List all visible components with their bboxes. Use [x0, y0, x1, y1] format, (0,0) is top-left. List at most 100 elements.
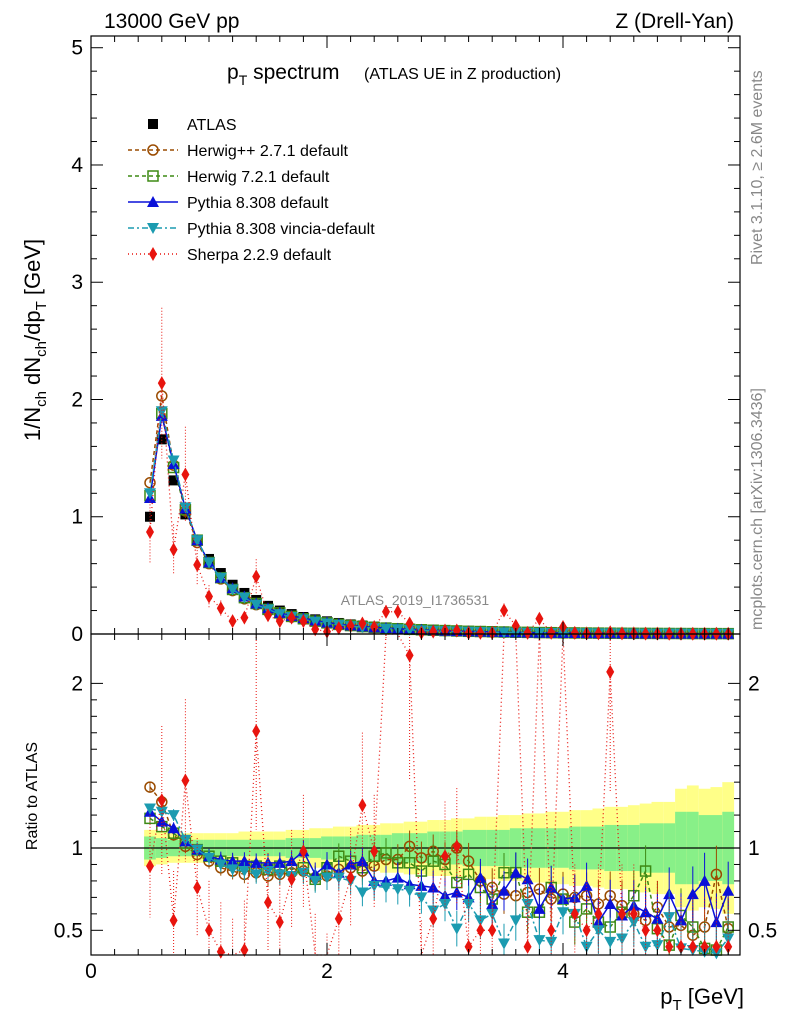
ratio-point [641, 923, 650, 938]
main-point [429, 624, 438, 639]
main-point [264, 608, 272, 623]
main-title-rest: spectrum [247, 61, 339, 84]
ratio-point [226, 864, 239, 876]
main-point [382, 604, 390, 619]
main-point [203, 557, 215, 569]
main-point [287, 610, 296, 625]
ratio-point [167, 822, 180, 834]
main-point [405, 616, 414, 631]
header-left: 13000 GeV pp [104, 10, 239, 33]
ratio-point [391, 884, 404, 896]
ratio-point [427, 905, 440, 917]
main-series-line [149, 383, 729, 635]
ratio-point [273, 856, 286, 868]
ratio-point [509, 915, 522, 927]
ratio-point [250, 869, 263, 881]
ratio-point [653, 923, 662, 938]
legend-label: ATLAS [187, 117, 237, 134]
main-ytick-label: 0 [71, 623, 83, 646]
ratio-point [710, 948, 723, 960]
header-right: Z (Drell-Yan) [615, 10, 734, 33]
main-point [299, 614, 308, 629]
ratio-ytick-label-right: 1 [748, 837, 760, 860]
ratio-point [710, 868, 723, 881]
ratio-ytick-label: 2 [71, 672, 83, 695]
ratio-point [498, 884, 510, 896]
main-point [205, 589, 213, 604]
ratio-point [273, 869, 286, 881]
ratio-point [155, 806, 168, 818]
ratio-point [627, 917, 640, 929]
ratio-point [651, 912, 664, 924]
ratio-frame [90, 633, 741, 956]
ratio-point [677, 939, 685, 954]
main-plot [144, 307, 735, 641]
legend-item: Pythia 8.308 default [128, 195, 329, 212]
ratio-point [724, 939, 733, 954]
ratio-point [629, 906, 638, 921]
main-point [216, 601, 225, 616]
main-point [523, 625, 532, 640]
main-point [393, 604, 402, 619]
legend-label: Herwig++ 2.7.1 default [187, 143, 349, 160]
ratio-point [321, 858, 333, 870]
ratio-point [606, 664, 615, 679]
ratio-point [557, 907, 569, 919]
ratio-point [521, 898, 534, 910]
ratio-point [334, 911, 343, 926]
ratio-series-line [149, 817, 729, 951]
main-point [380, 623, 392, 635]
main-point [144, 476, 156, 489]
legend-item: Pythia 8.308 vincia-default [128, 221, 375, 238]
main-point [252, 569, 261, 584]
ratio-point [712, 939, 721, 954]
ratio-point [155, 815, 168, 827]
ratio-point [321, 872, 333, 884]
ratio-point [250, 856, 263, 868]
ratio-point [427, 881, 440, 893]
ratio-point [252, 724, 261, 739]
main-series-5 [146, 307, 733, 641]
ratio-point [429, 911, 438, 926]
ratio-point [688, 939, 697, 954]
main-point [214, 572, 227, 584]
legend-marker [147, 144, 159, 156]
ratio-point [450, 886, 463, 898]
ratio-point [380, 882, 392, 894]
main-point [250, 599, 263, 611]
main-ytick-label: 3 [71, 271, 83, 294]
x-axis-label: pT [GeV] [660, 984, 744, 1014]
ratio-point [639, 865, 652, 877]
main-point [144, 488, 156, 500]
ratio-point [146, 859, 154, 874]
ratio-point [452, 839, 461, 854]
ratio-series-line [149, 633, 729, 956]
legend-label: Sherpa 2.2.9 default [187, 247, 332, 264]
legend-label: Herwig 7.2.1 default [187, 169, 330, 186]
xtick-label: 2 [321, 960, 333, 983]
ratio-point [722, 884, 735, 896]
main-point [346, 618, 355, 633]
main-point [358, 616, 367, 631]
ratio-point [618, 906, 626, 921]
ratio-point [358, 798, 367, 813]
ratio-point [264, 895, 272, 910]
main-point [181, 467, 190, 482]
ratio-point [368, 880, 381, 892]
main-ylabel: 1/Nch dNch/dpT [GeV] [20, 239, 50, 441]
main-point [157, 376, 166, 391]
legend-label: Pythia 8.308 default [187, 195, 329, 212]
ratio-point [370, 844, 379, 859]
main-title-sub: T [239, 72, 248, 88]
ratio-point [663, 912, 676, 924]
legend-item: Herwig 7.2.1 default [128, 169, 330, 186]
main-point [240, 610, 249, 625]
ratio-point [216, 944, 225, 959]
main-point [155, 406, 168, 418]
xtick-label: 4 [557, 960, 569, 983]
ratio-point [533, 902, 546, 914]
ratio-point [665, 939, 674, 954]
ratio-ytick-label: 0.5 [54, 919, 83, 942]
main-point [168, 475, 179, 486]
